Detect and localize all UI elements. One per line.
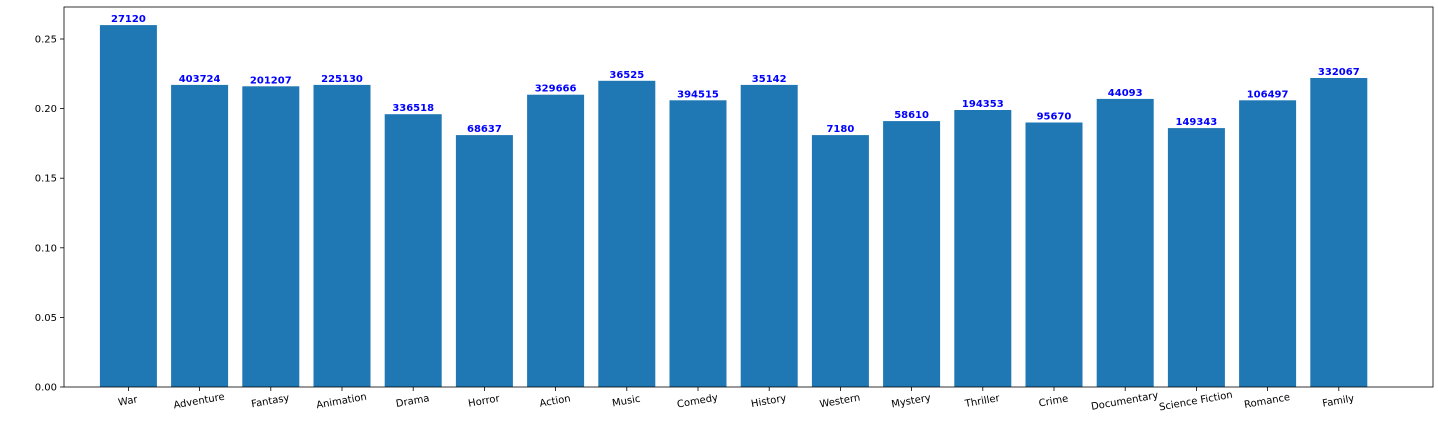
x-tick-label: Western (819, 393, 861, 411)
y-tick-label: 0.25 (35, 35, 57, 46)
x-tick-label: Romance (1243, 392, 1291, 411)
bar-crime (1025, 122, 1083, 387)
bar-history (740, 84, 798, 388)
bar-value-label: 332067 (1318, 67, 1360, 78)
x-axis: War Adventure Fantasy Animation Drama Horror A… (117, 387, 1355, 413)
bar-labels-group: 27120 403724 201207 225130 336518 68637 329666… (111, 14, 1360, 135)
x-tick-label: Family (1322, 393, 1356, 409)
x-tick-label: Mystery (891, 393, 932, 411)
bar-family (1310, 78, 1368, 387)
bar-comedy (669, 100, 727, 388)
x-tick-label: Music (611, 394, 641, 410)
bar-value-label: 149343 (1176, 117, 1218, 128)
bar-war (99, 25, 157, 387)
bar-adventure (171, 84, 229, 388)
bar-mystery (883, 121, 941, 387)
x-tick-label: Comedy (676, 393, 719, 411)
bar-documentary (1096, 98, 1154, 388)
x-tick-label: Science Fiction (1158, 390, 1233, 414)
x-tick-label: War (117, 394, 139, 408)
bar-value-label: 329666 (535, 84, 577, 95)
y-tick-label: 0.00 (35, 383, 57, 394)
bar-horror (455, 135, 513, 387)
bar-western (811, 135, 869, 387)
y-tick-label: 0.20 (35, 104, 57, 115)
bar-value-label: 106497 (1247, 89, 1289, 100)
x-tick-label: Thriller (963, 393, 1001, 410)
bar-value-label: 27120 (111, 14, 146, 25)
x-tick-label: Fantasy (250, 393, 290, 411)
bar-drama (384, 114, 442, 387)
bar-romance (1239, 100, 1297, 388)
x-tick-label: Action (539, 393, 572, 409)
bar-value-label: 44093 (1108, 88, 1143, 99)
bar-value-label: 7180 (826, 124, 854, 135)
bar-value-label: 35142 (752, 74, 787, 85)
bar-science-fiction (1167, 128, 1225, 387)
bar-action (527, 94, 585, 387)
bar-value-label: 403724 (179, 74, 221, 85)
y-tick-label: 0.05 (35, 313, 57, 324)
bar-animation (313, 84, 371, 388)
bar-value-label: 68637 (467, 124, 502, 135)
bar-fantasy (242, 86, 300, 388)
bar-value-label: 95670 (1037, 112, 1072, 123)
x-tick-label: Drama (395, 393, 430, 410)
bar-music (598, 80, 656, 388)
bar-value-label: 225130 (321, 74, 363, 85)
x-tick-label: Documentary (1090, 390, 1159, 413)
x-tick-label: Crime (1038, 394, 1069, 410)
x-tick-label: Animation (316, 392, 368, 412)
bar-value-label: 194353 (962, 99, 1004, 110)
x-tick-label: History (750, 393, 787, 410)
bar-value-label: 58610 (894, 110, 929, 121)
x-tick-label: Adventure (173, 392, 226, 412)
y-tick-label: 0.15 (35, 174, 57, 185)
bar-value-label: 336518 (392, 103, 434, 114)
plot-frame (63, 6, 1434, 388)
x-tick-label: Horror (467, 393, 501, 409)
y-axis: 0.00 0.05 0.10 0.15 0.20 0.25 (35, 35, 64, 394)
bars-group (99, 25, 1368, 388)
bar-value-label: 394515 (677, 89, 719, 100)
bar-value-label: 36525 (609, 70, 644, 81)
y-tick-label: 0.10 (35, 243, 57, 254)
bar-value-label: 201207 (250, 75, 292, 86)
bar-thriller (954, 110, 1012, 387)
